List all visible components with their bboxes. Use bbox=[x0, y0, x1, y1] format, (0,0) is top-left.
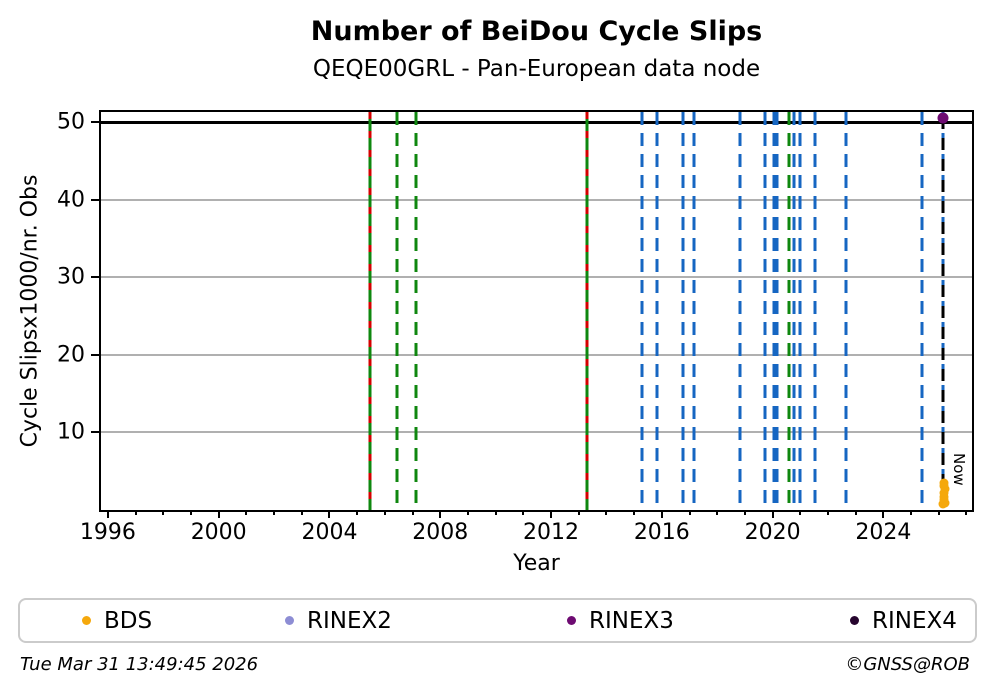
chart-title: Number of BeiDou Cycle Slips bbox=[310, 16, 763, 47]
gridline-y-30 bbox=[101, 276, 972, 279]
x-tick-label-2012: 2012 bbox=[523, 520, 580, 545]
x-minor-tick-2011 bbox=[522, 510, 525, 515]
x-minor-tick-2007 bbox=[411, 510, 414, 515]
copyright-credit: ©GNSS@ROB bbox=[845, 654, 970, 675]
x-major-tick-2016 bbox=[660, 510, 663, 518]
y-tick-label-40: 40 bbox=[57, 187, 85, 213]
x-tick-label-2020: 2020 bbox=[744, 520, 801, 545]
event-vline-green-dash-2007.13 bbox=[414, 112, 418, 510]
event-vline-blue-dash-2021.54 bbox=[813, 112, 817, 510]
x-minor-tick-2013 bbox=[577, 510, 580, 515]
legend-marker-rinex2-icon bbox=[285, 616, 294, 625]
x-minor-tick-2002 bbox=[273, 510, 276, 515]
x-major-tick-2004 bbox=[328, 510, 331, 518]
reference-line-50 bbox=[101, 120, 972, 124]
event-vline-blue-dash-2019.74 bbox=[763, 112, 767, 510]
x-minor-tick-2010 bbox=[494, 510, 497, 515]
x-axis-label: Year bbox=[513, 551, 560, 576]
x-tick-label-2016: 2016 bbox=[633, 520, 690, 545]
x-minor-tick-2019 bbox=[743, 510, 746, 515]
event-vline-blue-dash-2018.83 bbox=[738, 112, 742, 510]
event-vline-green-solid-red-dash-2005.47 bbox=[368, 112, 372, 510]
y-tick-10 bbox=[91, 431, 99, 434]
legend-marker-rinex4-icon bbox=[850, 616, 859, 625]
plot-canvas: Now 1996 2000 2004 2008 2012 2016 2020 2024 10 20… bbox=[57, 110, 972, 545]
now-line bbox=[941, 112, 945, 510]
x-tick-label-1996: 1996 bbox=[79, 520, 136, 545]
x-minor-tick-2015 bbox=[633, 510, 636, 515]
x-minor-tick-2001 bbox=[245, 510, 248, 515]
x-minor-tick-2005 bbox=[356, 510, 359, 515]
x-minor-tick-2009 bbox=[466, 510, 469, 515]
x-minor-tick-2003 bbox=[300, 510, 303, 515]
x-minor-tick-1999 bbox=[190, 510, 192, 515]
x-major-tick-2012 bbox=[550, 510, 553, 518]
point-rinex3-0 bbox=[937, 112, 949, 124]
x-tick-label-2000: 2000 bbox=[190, 520, 247, 545]
legend-item-bds: BDS bbox=[82, 600, 152, 641]
x-tick-label-2004: 2004 bbox=[301, 520, 358, 545]
x-minor-tick-2006 bbox=[383, 510, 386, 515]
y-tick-label-30: 30 bbox=[57, 264, 85, 290]
x-minor-tick-2023 bbox=[854, 510, 857, 515]
event-vline-green-dash-2006.42 bbox=[395, 112, 398, 510]
event-vline-green-solid-red-dash-2013.31 bbox=[585, 112, 589, 510]
gridline-y-10 bbox=[101, 431, 972, 434]
x-minor-tick-2017 bbox=[688, 510, 691, 515]
x-minor-tick-2022 bbox=[826, 510, 829, 515]
legend-box: BDS RINEX2 RINEX3 RINEX4 bbox=[18, 598, 977, 643]
event-vline-blue-dash-2016.77 bbox=[681, 112, 685, 510]
legend-label-rinex4: RINEX4 bbox=[872, 607, 957, 634]
y-tick-50 bbox=[91, 121, 99, 124]
legend-marker-rinex3-icon bbox=[567, 616, 576, 625]
x-major-tick-1996 bbox=[106, 510, 109, 518]
event-vline-blue-dash-2021 bbox=[798, 112, 802, 510]
legend-label-rinex3: RINEX3 bbox=[589, 607, 674, 634]
event-vline-green-dash-2020.58 bbox=[787, 112, 791, 510]
gridline-y-20 bbox=[101, 353, 972, 356]
event-vline-blue-dash-2015.83 bbox=[655, 112, 659, 510]
event-vline-blue-dash-2017.17 bbox=[692, 112, 696, 510]
x-major-tick-2000 bbox=[217, 510, 220, 518]
event-vline-blue-dash-2015.29 bbox=[640, 112, 644, 510]
x-minor-tick-2018 bbox=[716, 510, 719, 515]
now-line-label: Now bbox=[950, 453, 968, 486]
legend-item-rinex2: RINEX2 bbox=[285, 600, 392, 641]
gridline-y-40 bbox=[101, 198, 972, 201]
x-minor-tick-2021 bbox=[799, 510, 802, 515]
x-major-tick-2020 bbox=[771, 510, 774, 518]
y-tick-30 bbox=[91, 276, 99, 279]
y-tick-20 bbox=[91, 353, 99, 356]
plot-timestamp: Tue Mar 31 13:49:45 2026 bbox=[20, 654, 259, 675]
x-minor-tick-1998 bbox=[162, 510, 165, 515]
legend-item-rinex3: RINEX3 bbox=[567, 600, 674, 641]
event-vline-blue-dash-2025.41 bbox=[920, 112, 924, 510]
event-vline-blue-dash-2020.77 bbox=[792, 112, 796, 510]
event-vline-blue-dash-2020.05 bbox=[772, 112, 776, 510]
x-major-tick-2008 bbox=[439, 510, 442, 518]
x-minor-tick-1997 bbox=[134, 510, 137, 515]
x-minor-tick-2025 bbox=[910, 510, 913, 515]
x-minor-tick-2014 bbox=[605, 510, 608, 515]
legend-label-rinex2: RINEX2 bbox=[307, 607, 392, 634]
event-vline-blue-dash-2020.16 bbox=[775, 112, 779, 510]
x-tick-label-2024: 2024 bbox=[855, 520, 912, 545]
legend-marker-bds-icon bbox=[82, 616, 91, 625]
x-minor-tick-2026 bbox=[937, 510, 940, 515]
y-tick-40 bbox=[91, 198, 99, 201]
event-vline-blue-dash-2022.66 bbox=[844, 112, 848, 510]
x-minor-tick-2027 bbox=[965, 510, 968, 515]
legend-item-rinex4: RINEX4 bbox=[850, 600, 957, 641]
legend-label-bds: BDS bbox=[104, 607, 153, 634]
x-tick-label-2008: 2008 bbox=[412, 520, 469, 545]
y-tick-label-10: 10 bbox=[57, 419, 85, 445]
plot-area: Now 1996 2000 2004 2008 2012 2016 2020 2024 10 20… bbox=[57, 110, 974, 545]
x-major-tick-2024 bbox=[882, 510, 885, 518]
point-bds-7 bbox=[939, 478, 949, 488]
y-axis-label: Cycle Slipsx1000/nr. Obs bbox=[17, 174, 43, 448]
y-tick-label-50: 50 bbox=[57, 109, 85, 135]
chart-subtitle: QEQE00GRL - Pan-European data node bbox=[312, 56, 761, 82]
y-tick-label-20: 20 bbox=[57, 342, 85, 368]
